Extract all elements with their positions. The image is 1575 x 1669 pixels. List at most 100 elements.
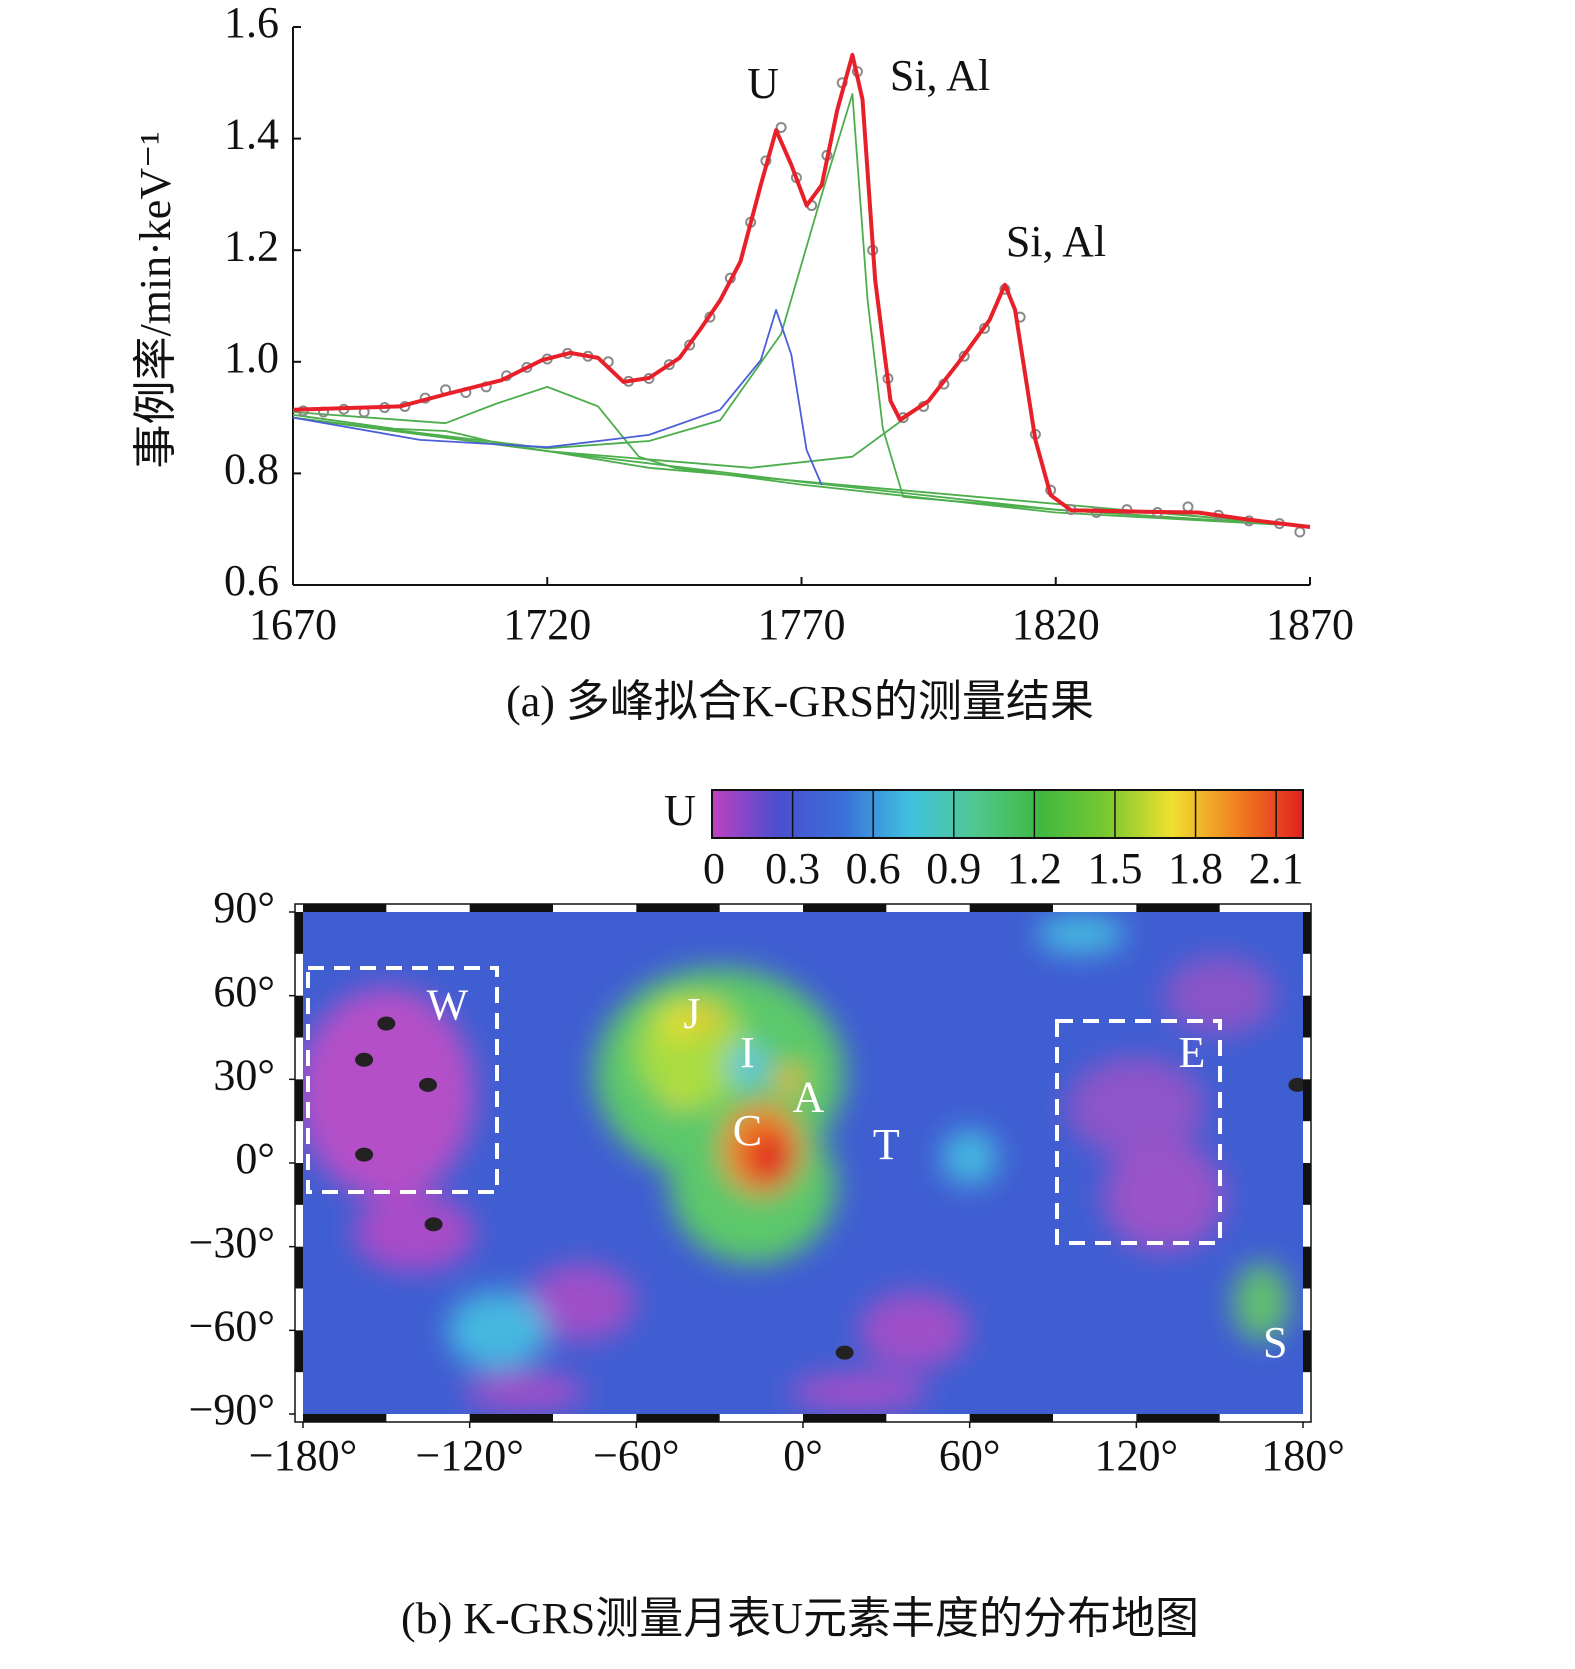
x-tick-label: 1770 [758, 600, 846, 649]
y-tick-label: −90° [189, 1385, 275, 1434]
x-tick-label: −180° [249, 1431, 357, 1480]
region-box [1055, 1019, 1222, 1245]
border-segment [295, 1246, 303, 1289]
component-line [292, 386, 1311, 528]
region-label: E [1178, 1028, 1205, 1077]
colorbar [711, 789, 1304, 839]
border-segment [1303, 1079, 1311, 1122]
border-segment [1303, 1163, 1311, 1205]
colorbar-tick-label: 0.3 [765, 844, 820, 893]
dark-spot [419, 1077, 437, 1092]
x-tick-label: 180° [1261, 1431, 1345, 1480]
border-segment [295, 995, 303, 1038]
border-segment [295, 1079, 303, 1122]
map-blob [525, 1263, 637, 1342]
border-segment [469, 1414, 553, 1422]
border-segment [469, 904, 553, 912]
colorbar-tick-label: 0.9 [926, 844, 981, 893]
border-segment [303, 904, 387, 912]
map-blob [1103, 1140, 1226, 1253]
map-blob [725, 1043, 770, 1088]
x-tick-label: 1670 [249, 600, 337, 649]
colorbar-tick-label: 2.1 [1249, 844, 1304, 893]
border-segment [1303, 1246, 1311, 1289]
map-image [303, 912, 1303, 1414]
region-label: A [793, 1073, 825, 1122]
map-blob [303, 987, 476, 1200]
y-tick-label: −60° [189, 1301, 275, 1350]
map-blob [1036, 914, 1126, 954]
dark-spot [355, 1147, 374, 1162]
dark-spot [1288, 1077, 1303, 1092]
map-blob [747, 1129, 792, 1186]
region-label: W [427, 981, 469, 1030]
border-segment [803, 904, 887, 912]
y-axis-label: 事例率/min·keV⁻¹ [131, 131, 180, 468]
x-tick-label: 60° [939, 1431, 1001, 1480]
border-segment [969, 1414, 1053, 1422]
map-blob [447, 1291, 548, 1370]
map-blob [464, 1372, 587, 1412]
y-tick-label: 30° [213, 1050, 275, 1099]
peak-label: Si, Al [1006, 217, 1106, 266]
border-segment [1136, 904, 1220, 912]
border-segment [295, 1163, 303, 1205]
map-blobs [303, 914, 1290, 1412]
y-tick-label: 60° [213, 967, 275, 1016]
colorbar-tick-label: 1.5 [1087, 844, 1142, 893]
border-segment [295, 1330, 303, 1373]
map-blob [858, 1291, 970, 1370]
y-tick-label: −30° [189, 1218, 275, 1267]
border-segment [303, 1414, 387, 1422]
y-tick-label: 1.2 [224, 221, 279, 270]
y-tick-label: 0.8 [224, 444, 279, 493]
colorbar-tick-label: 0 [703, 844, 725, 893]
border-segment [1303, 1330, 1311, 1373]
colorbar-label: U [664, 786, 696, 835]
region-label: J [683, 989, 700, 1038]
map-blob [664, 1006, 692, 1041]
data-point [684, 339, 696, 351]
border-segment [636, 1414, 720, 1422]
x-tick-label: 1820 [1012, 600, 1100, 649]
x-tick-label: 1720 [503, 600, 591, 649]
component-line [292, 413, 1311, 528]
y-tick-label: 90° [213, 883, 275, 932]
data-point [663, 359, 675, 371]
map-blob [1066, 1057, 1206, 1158]
border-segment [1136, 1414, 1220, 1422]
dark-spot [377, 1016, 396, 1031]
map-blob [1164, 956, 1276, 1035]
y-tick-label: 0.6 [224, 556, 279, 605]
data-point [775, 121, 787, 133]
border-segment [803, 1414, 887, 1422]
peak-label: Si, Al [890, 51, 990, 100]
region-label: S [1263, 1318, 1287, 1367]
region-box [306, 966, 499, 1194]
component-line [292, 93, 1311, 528]
y-tick-label: 1.0 [224, 333, 279, 382]
map-blob [689, 1006, 723, 1030]
region-label: I [740, 1028, 755, 1077]
x-tick-label: −120° [415, 1431, 523, 1480]
fit-line [292, 52, 1311, 529]
dark-spot [835, 1345, 854, 1360]
caption: (b) K-GRS测量月表U元素丰度的分布地图 [401, 1594, 1199, 1643]
x-tick-label: −60° [593, 1431, 679, 1480]
data-point [1182, 501, 1194, 513]
region-label: T [873, 1120, 900, 1169]
component-line [292, 309, 823, 486]
region-label: C [733, 1106, 762, 1155]
x-tick-label: 0° [783, 1431, 823, 1480]
y-tick-label: 1.6 [224, 0, 279, 47]
x-tick-label: 120° [1095, 1431, 1179, 1480]
map-blob [789, 1372, 928, 1412]
border-segment [969, 904, 1053, 912]
colorbar-tick-label: 1.8 [1168, 844, 1223, 893]
y-tick-label: 1.4 [224, 110, 279, 159]
colorbar-tick-label: 0.6 [846, 844, 901, 893]
dark-spot [355, 1052, 374, 1067]
data-point [1294, 526, 1306, 538]
